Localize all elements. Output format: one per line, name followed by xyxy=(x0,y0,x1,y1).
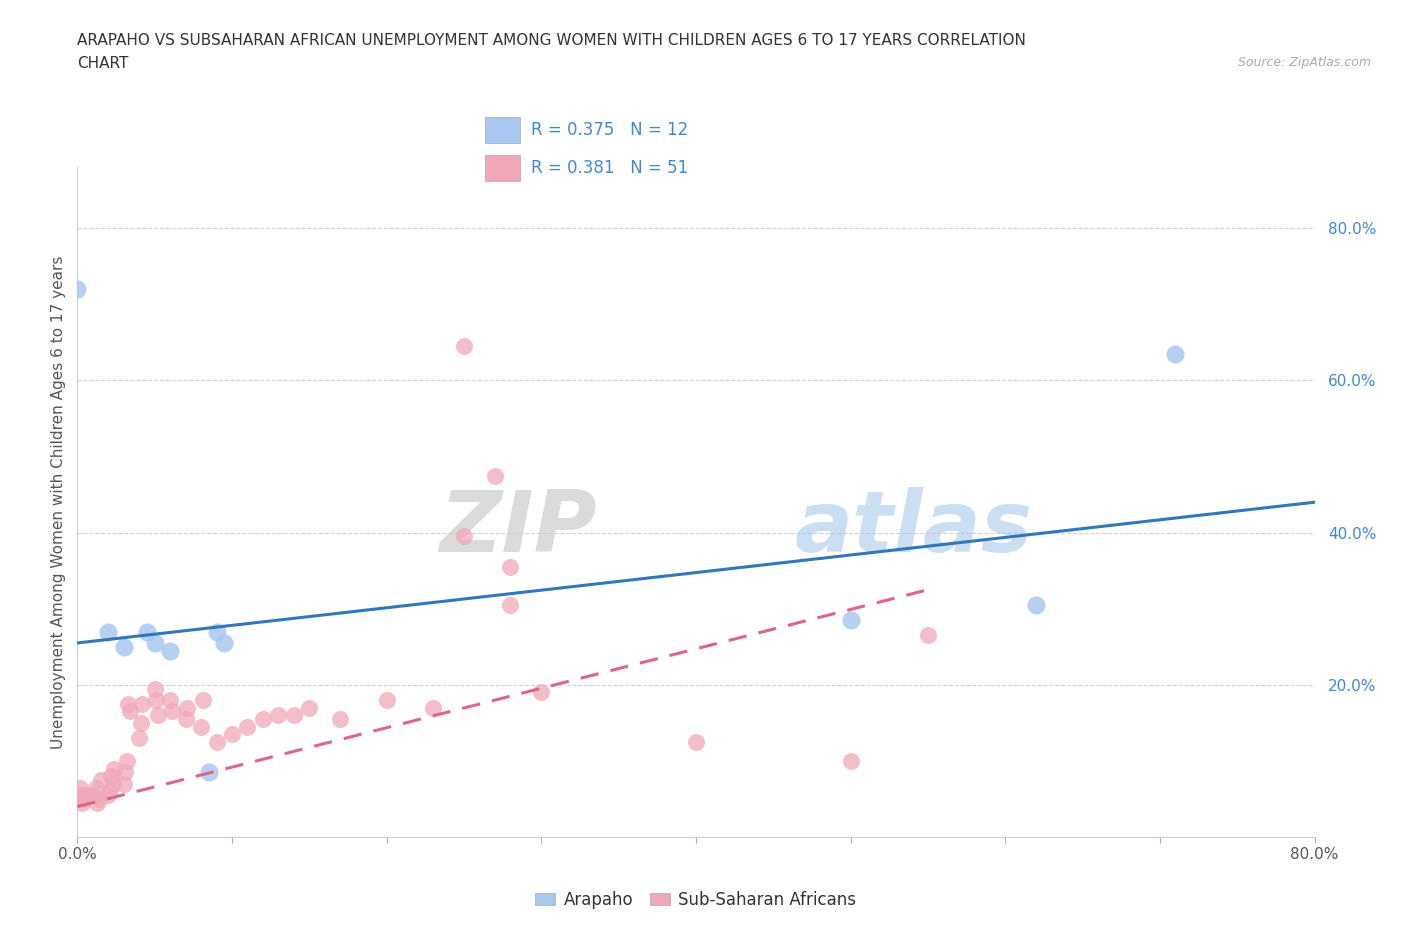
Point xyxy=(143,635,166,650)
Point xyxy=(198,764,221,779)
Point xyxy=(115,753,138,768)
Point xyxy=(114,764,136,779)
Point xyxy=(90,773,111,788)
Point xyxy=(329,711,352,726)
Point xyxy=(685,735,707,750)
Point xyxy=(143,681,166,696)
Point xyxy=(86,795,108,810)
Point xyxy=(98,784,121,799)
Point xyxy=(176,700,198,715)
Point xyxy=(117,697,139,711)
Point xyxy=(160,704,183,719)
Point xyxy=(190,719,212,734)
Point xyxy=(252,711,274,726)
Point xyxy=(84,780,107,795)
Point xyxy=(118,704,141,719)
Point xyxy=(129,715,152,730)
Text: CHART: CHART xyxy=(77,56,129,71)
Point xyxy=(453,339,475,353)
Point xyxy=(205,624,228,639)
Point xyxy=(101,777,124,791)
Text: atlas: atlas xyxy=(794,487,1033,570)
Point xyxy=(221,727,243,742)
Point xyxy=(1025,597,1047,612)
Point xyxy=(66,282,89,297)
Point xyxy=(236,719,259,734)
Text: ZIP: ZIP xyxy=(439,487,598,570)
Point xyxy=(453,529,475,544)
Point xyxy=(484,468,506,483)
Point xyxy=(82,788,104,803)
Y-axis label: Unemployment Among Women with Children Ages 6 to 17 years: Unemployment Among Women with Children A… xyxy=(51,256,66,749)
Point xyxy=(112,639,135,654)
Point xyxy=(70,795,93,810)
Point xyxy=(530,685,553,700)
Point xyxy=(112,777,135,791)
Point xyxy=(159,693,181,708)
Point xyxy=(214,635,236,650)
Point xyxy=(839,753,862,768)
Point xyxy=(267,708,290,723)
Legend: Arapaho, Sub-Saharan Africans: Arapaho, Sub-Saharan Africans xyxy=(529,884,863,916)
Point xyxy=(136,624,159,639)
Point xyxy=(1164,346,1187,361)
Point xyxy=(97,624,120,639)
Point xyxy=(87,791,110,806)
Text: R = 0.375   N = 12: R = 0.375 N = 12 xyxy=(531,121,688,140)
Point xyxy=(499,597,522,612)
Point xyxy=(174,711,197,726)
Point xyxy=(131,697,153,711)
Point xyxy=(103,761,125,776)
Point xyxy=(146,708,169,723)
Point xyxy=(97,788,120,803)
Point xyxy=(159,644,181,658)
Point xyxy=(917,628,939,643)
Bar xyxy=(485,154,520,180)
Text: Source: ZipAtlas.com: Source: ZipAtlas.com xyxy=(1237,56,1371,69)
Point xyxy=(69,780,91,795)
Point xyxy=(283,708,305,723)
Text: ARAPAHO VS SUBSAHARAN AFRICAN UNEMPLOYMENT AMONG WOMEN WITH CHILDREN AGES 6 TO 1: ARAPAHO VS SUBSAHARAN AFRICAN UNEMPLOYME… xyxy=(77,33,1026,47)
Point xyxy=(72,791,94,806)
Point xyxy=(422,700,444,715)
Text: R = 0.381   N = 51: R = 0.381 N = 51 xyxy=(531,159,688,177)
Point xyxy=(191,693,214,708)
Point xyxy=(298,700,321,715)
Point xyxy=(375,693,398,708)
Point xyxy=(128,731,150,746)
Point xyxy=(75,788,96,803)
Point xyxy=(100,769,122,784)
Bar xyxy=(485,117,520,143)
Point xyxy=(67,788,90,803)
Point xyxy=(205,735,228,750)
Point xyxy=(499,560,522,575)
Point xyxy=(145,693,167,708)
Point xyxy=(839,613,862,628)
